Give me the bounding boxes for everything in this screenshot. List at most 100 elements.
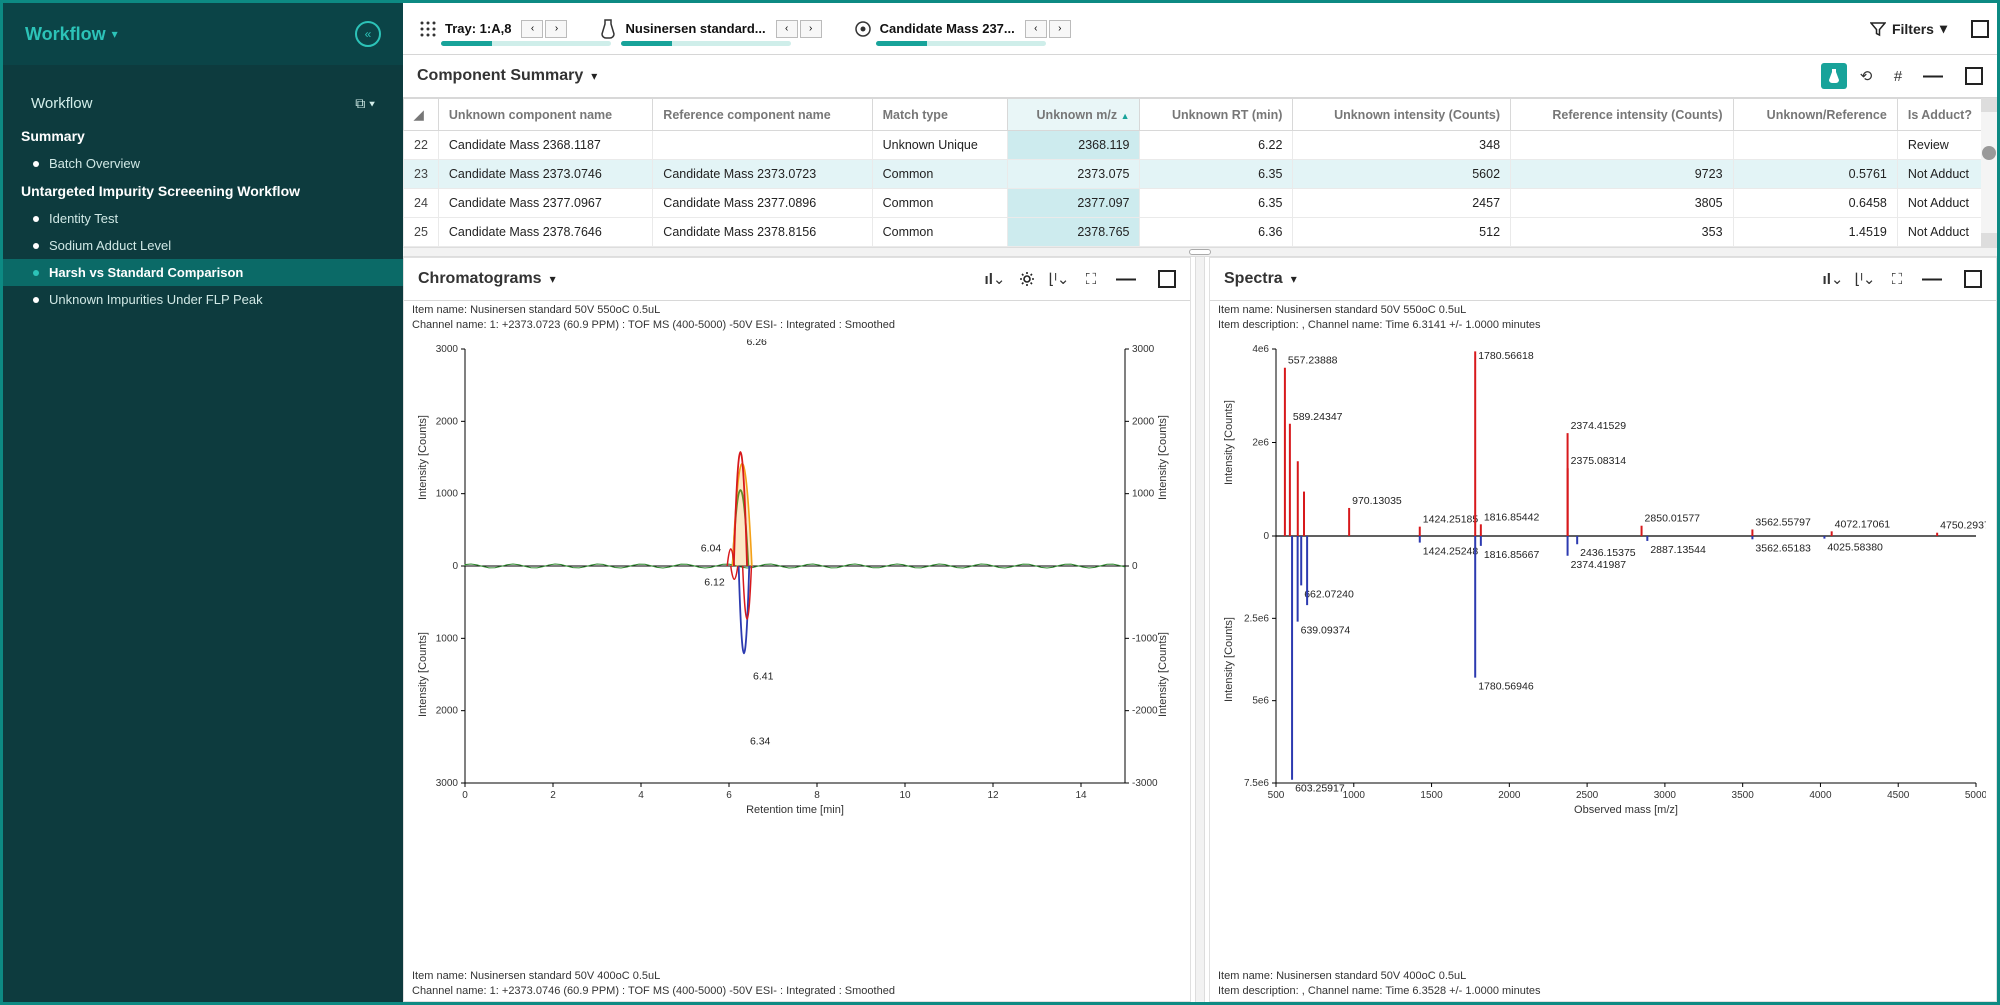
- chevron-down-icon[interactable]: ▾: [591, 69, 597, 83]
- svg-text:Retention time [min]: Retention time [min]: [746, 804, 844, 816]
- axis-tool-icon[interactable]: ⌊ᴵ⌄: [1046, 266, 1072, 292]
- table-cell: 22: [404, 131, 439, 160]
- svg-text:3500: 3500: [1732, 790, 1755, 801]
- scroll-down-icon[interactable]: [1981, 233, 1997, 247]
- svg-text:-1000: -1000: [1132, 633, 1158, 644]
- scroll-up-icon[interactable]: [1981, 98, 1997, 112]
- minimize-button[interactable]: —: [1110, 268, 1142, 291]
- breadcrumb[interactable]: Tray: 1:A,8 ‹›: [411, 16, 573, 42]
- table-row[interactable]: 25Candidate Mass 2378.7646Candidate Mass…: [404, 218, 1997, 247]
- table-cell: Common: [872, 218, 1007, 247]
- svg-text:500: 500: [1268, 790, 1285, 801]
- maximize-icon[interactable]: [1971, 20, 1989, 38]
- next-button[interactable]: ›: [1049, 20, 1071, 38]
- svg-text:6.12: 6.12: [704, 576, 725, 588]
- table-cell: 9723: [1511, 160, 1734, 189]
- breadcrumb[interactable]: Candidate Mass 237... ‹›: [846, 16, 1077, 42]
- view-vial-button[interactable]: [1821, 63, 1847, 89]
- table-cell: 6.35: [1140, 189, 1293, 218]
- spectra-meta-bot: Item name: Nusinersen standard 50V 400oC…: [1210, 967, 1996, 1001]
- table-row[interactable]: 24Candidate Mass 2377.0967Candidate Mass…: [404, 189, 1997, 218]
- vertical-splitter[interactable]: [1195, 257, 1205, 1002]
- horizontal-splitter[interactable]: [403, 247, 1997, 257]
- sidebar-section-text: Workflow: [31, 95, 92, 112]
- svg-text:6.34: 6.34: [750, 735, 771, 747]
- minimize-button[interactable]: —: [1917, 65, 1949, 88]
- table-header[interactable]: Unknown/Reference: [1733, 99, 1897, 131]
- table-row[interactable]: 22Candidate Mass 2368.1187Unknown Unique…: [404, 131, 1997, 160]
- svg-text:603.25917: 603.25917: [1295, 782, 1345, 794]
- prev-button[interactable]: ‹: [1025, 20, 1047, 38]
- filters-label: Filters: [1892, 21, 1934, 37]
- sidebar-item[interactable]: Harsh vs Standard Comparison: [3, 259, 403, 286]
- breadcrumb-label: Nusinersen standard...: [625, 21, 765, 36]
- chromatogram-chart[interactable]: 0246810121400100010001000-10002000200020…: [404, 335, 1190, 968]
- table-header[interactable]: Reference component name: [653, 99, 872, 131]
- table-header[interactable]: Unknown component name: [438, 99, 652, 131]
- table-cell: 2457: [1293, 189, 1511, 218]
- svg-text:970.13035: 970.13035: [1352, 495, 1402, 507]
- view-hash-button[interactable]: #: [1885, 63, 1911, 89]
- svg-text:4500: 4500: [1887, 790, 1910, 801]
- svg-text:1000: 1000: [1132, 488, 1155, 499]
- table-header[interactable]: Unknown m/z ▲: [1007, 99, 1140, 131]
- svg-text:5e6: 5e6: [1252, 695, 1269, 706]
- maximize-button[interactable]: [1965, 67, 1983, 85]
- svg-text:4: 4: [638, 790, 644, 801]
- next-button[interactable]: ›: [545, 20, 567, 38]
- table-header[interactable]: Reference intensity (Counts): [1511, 99, 1734, 131]
- settings-icon[interactable]: [1014, 266, 1040, 292]
- svg-text:1780.56946: 1780.56946: [1478, 680, 1534, 692]
- maximize-button[interactable]: [1158, 270, 1176, 288]
- filter-icon: [1870, 21, 1886, 37]
- maximize-button[interactable]: [1964, 270, 1982, 288]
- expand-icon[interactable]: ⛶: [1884, 266, 1910, 292]
- chevron-down-icon[interactable]: ▾: [1291, 272, 1297, 286]
- table-scrollbar[interactable]: [1981, 98, 1997, 247]
- chrom-meta-bot: Item name: Nusinersen standard 50V 400oC…: [404, 967, 1190, 1001]
- svg-text:4000: 4000: [1809, 790, 1832, 801]
- svg-text:2375.08314: 2375.08314: [1571, 455, 1627, 467]
- svg-text:1000: 1000: [436, 633, 459, 644]
- meta-line: Channel name: 1: +2373.0746 (60.9 PPM) :…: [412, 984, 1182, 999]
- table-header[interactable]: Match type: [872, 99, 1007, 131]
- chart-bars-icon[interactable]: ıl⌄: [982, 266, 1008, 292]
- sidebar: Workflow ▾ « Workflow ⧉ ▾ SummaryBatch O…: [3, 3, 403, 1002]
- scroll-thumb[interactable]: [1982, 146, 1996, 160]
- prev-button[interactable]: ‹: [521, 20, 543, 38]
- table-row[interactable]: 23Candidate Mass 2373.0746Candidate Mass…: [404, 160, 1997, 189]
- panel-menu-icon[interactable]: ⧉ ▾: [355, 95, 375, 112]
- component-summary-header: Component Summary ▾ ⟲ # —: [403, 55, 1997, 98]
- minimize-button[interactable]: —: [1916, 268, 1948, 291]
- table-header[interactable]: Unknown intensity (Counts): [1293, 99, 1511, 131]
- table-cell: 2378.765: [1007, 218, 1140, 247]
- svg-text:Intensity [Counts]: Intensity [Counts]: [1157, 415, 1169, 500]
- expand-icon[interactable]: ⛶: [1078, 266, 1104, 292]
- prev-button[interactable]: ‹: [776, 20, 798, 38]
- table-cell: Common: [872, 160, 1007, 189]
- svg-text:3000: 3000: [436, 778, 459, 789]
- table-header[interactable]: ◢: [404, 99, 439, 131]
- svg-text:-2000: -2000: [1132, 705, 1158, 716]
- sidebar-item[interactable]: Unknown Impurities Under FLP Peak: [3, 286, 403, 313]
- svg-text:4e6: 4e6: [1252, 344, 1269, 355]
- chart-bars-icon[interactable]: ıl⌄: [1820, 266, 1846, 292]
- spectra-chart[interactable]: 5001000150020002500300035004000450050000…: [1210, 335, 1996, 968]
- breadcrumbs: Tray: 1:A,8 ‹› Nusinersen standard... ‹›…: [411, 16, 1077, 42]
- svg-text:0: 0: [1263, 531, 1269, 542]
- sidebar-item[interactable]: Identity Test: [3, 205, 403, 232]
- table-header[interactable]: Unknown RT (min): [1140, 99, 1293, 131]
- view-share-button[interactable]: ⟲: [1853, 63, 1879, 89]
- spectra-svg: 5001000150020002500300035004000450050000…: [1216, 339, 1986, 819]
- chevron-down-icon[interactable]: ▾: [112, 27, 118, 41]
- axis-tool-icon[interactable]: ⌊ᴵ⌄: [1852, 266, 1878, 292]
- chevron-down-icon[interactable]: ▾: [550, 272, 556, 286]
- svg-text:12: 12: [987, 790, 999, 801]
- breadcrumb[interactable]: Nusinersen standard... ‹›: [591, 16, 827, 42]
- next-button[interactable]: ›: [800, 20, 822, 38]
- sidebar-item[interactable]: Sodium Adduct Level: [3, 232, 403, 259]
- collapse-sidebar-button[interactable]: «: [355, 21, 381, 47]
- filters-button[interactable]: Filters ▾: [1862, 16, 1955, 41]
- grid-icon: [417, 18, 439, 40]
- sidebar-item[interactable]: Batch Overview: [3, 150, 403, 177]
